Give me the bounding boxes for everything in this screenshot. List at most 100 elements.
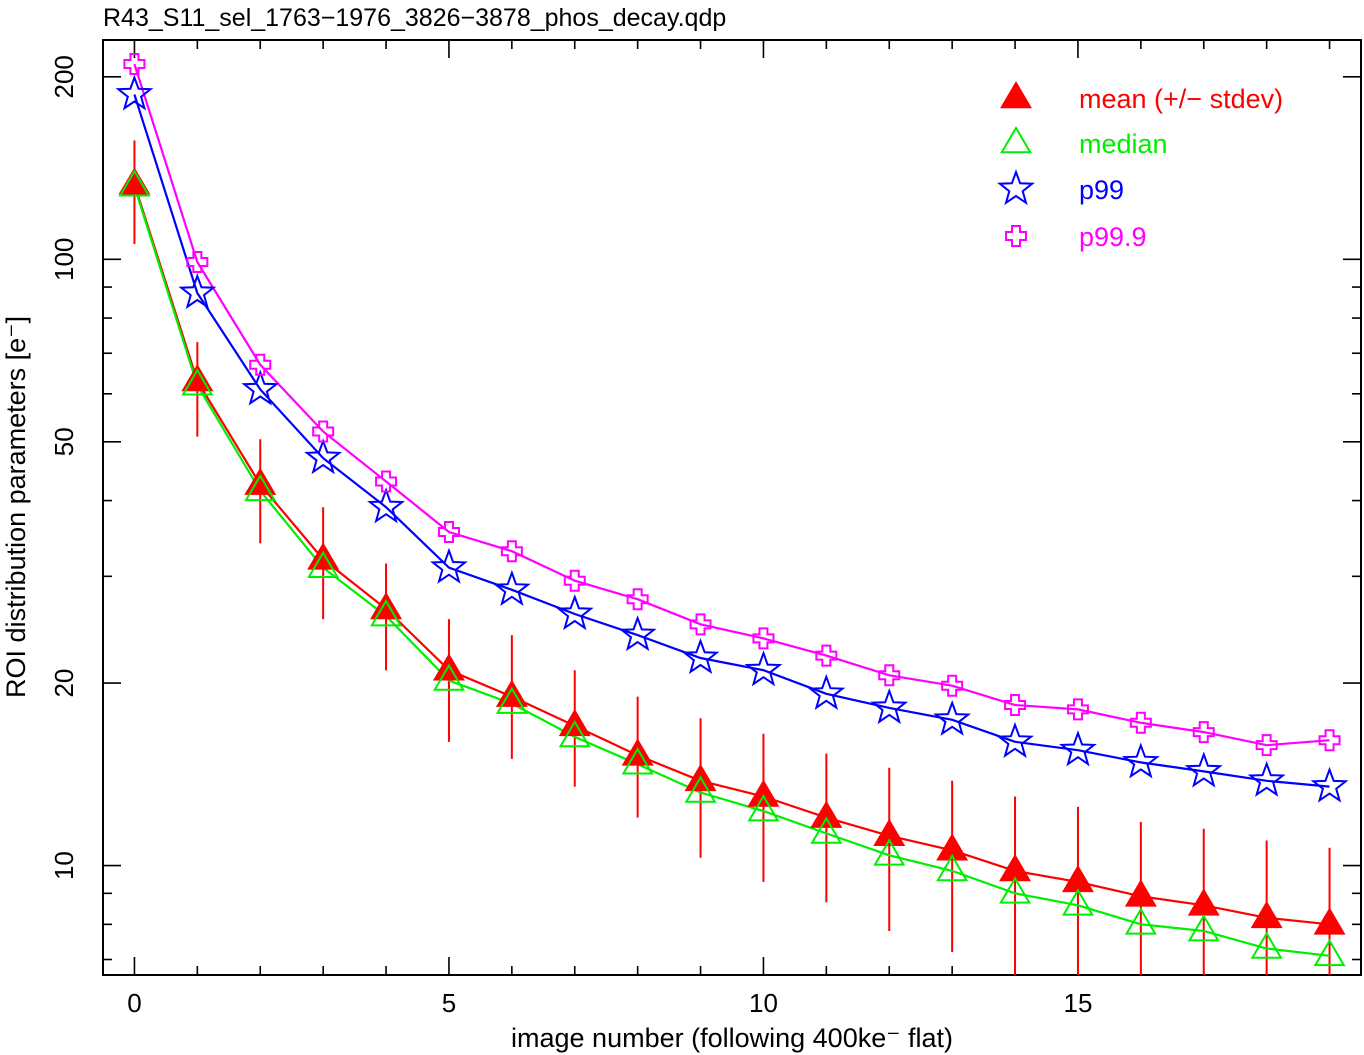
data-point [558, 719, 591, 748]
series-line [133, 63, 1330, 747]
y-tick-label: 50 [49, 427, 79, 456]
data-point [936, 853, 969, 882]
legend-entry: p99.9 [1005, 222, 1147, 252]
plot-frame [102, 39, 1362, 976]
data-point [933, 699, 972, 736]
data-point [689, 613, 712, 636]
legend-label: median [1079, 129, 1168, 159]
data-point [870, 687, 909, 725]
data-point [1255, 734, 1278, 757]
legend: mean (+/− stdev) median p99 p99.9 [997, 81, 1283, 252]
data-point [1318, 729, 1341, 752]
data-point [1250, 931, 1283, 959]
data-point [563, 569, 586, 592]
x-tick-label: 15 [1063, 988, 1092, 1018]
data-point [1187, 888, 1220, 916]
legend-marker [1000, 126, 1032, 154]
data-point [1121, 742, 1160, 779]
series-2 [133, 94, 1330, 788]
data-point [621, 747, 654, 775]
y-axis-label: ROI distribution parameters [e⁻] [1, 316, 31, 698]
data-point [878, 664, 901, 687]
data-point [492, 569, 531, 606]
data-point [500, 540, 523, 563]
y-tick-label: 20 [49, 669, 79, 698]
data-point [873, 818, 906, 847]
data-point [1059, 730, 1097, 767]
data-point [118, 169, 151, 197]
data-point [1124, 879, 1157, 907]
data-point [936, 833, 969, 861]
data-point [495, 686, 528, 714]
y-tick-label: 100 [49, 238, 79, 281]
axis-tick-labels: 0 5 10 15 10 20 50 100 200 [49, 55, 1092, 1018]
chart-title: R43_S11_sel_1763−1976_3826−3878_phos_dec… [103, 4, 726, 32]
data-point [367, 487, 405, 524]
y-tick-label: 10 [49, 851, 79, 880]
data-point [752, 627, 775, 650]
legend-label: p99 [1079, 175, 1124, 205]
data-point [437, 520, 460, 543]
series-3 [133, 63, 1330, 747]
data-point [807, 673, 846, 710]
data-point [1124, 907, 1157, 935]
data-point [1250, 900, 1283, 929]
data-point [249, 353, 272, 376]
data-point [747, 779, 780, 807]
series-markers-0 [118, 167, 1346, 935]
data-point [186, 250, 209, 273]
series-line [133, 183, 1330, 926]
axis-ticks [103, 40, 1361, 975]
series-layer [115, 52, 1349, 975]
data-point [1310, 766, 1349, 803]
legend-entry: p99 [997, 169, 1124, 206]
data-point [684, 775, 717, 803]
data-point [178, 273, 217, 310]
data-point [495, 679, 528, 707]
data-point [941, 674, 964, 697]
data-point [1061, 888, 1094, 916]
x-axis-label: image number (following 400ke⁻ flat) [511, 1023, 953, 1053]
data-point [621, 738, 654, 766]
data-point [304, 438, 343, 475]
x-tick-label: 0 [127, 988, 141, 1018]
data-point [430, 547, 468, 584]
data-point [1313, 907, 1346, 935]
legend-label: mean (+/− stdev) [1079, 84, 1283, 114]
data-point [241, 369, 280, 406]
data-point [375, 470, 398, 493]
legend-marker [997, 169, 1035, 206]
data-point [815, 644, 838, 667]
data-point [432, 663, 465, 691]
data-point [996, 721, 1034, 758]
data-point [115, 74, 154, 111]
data-point [312, 420, 335, 443]
data-point [1247, 760, 1286, 797]
series-line [133, 185, 1330, 957]
data-point [999, 876, 1032, 904]
series-1 [133, 185, 1330, 957]
series-line [133, 94, 1330, 788]
legend-entry: median [1000, 126, 1168, 159]
data-point [618, 615, 657, 652]
series-markers-3 [123, 52, 1341, 757]
data-point [370, 592, 403, 620]
data-point [681, 638, 720, 675]
series-markers-2 [115, 74, 1349, 803]
series-markers-1 [118, 169, 1346, 967]
legend-marker [1005, 225, 1027, 247]
data-point [1129, 711, 1152, 734]
x-tick-label: 10 [749, 988, 778, 1018]
data-point [747, 794, 780, 822]
legend-label: p99.9 [1079, 222, 1147, 252]
data-point [1004, 694, 1027, 717]
data-point [810, 800, 843, 828]
data-point [1313, 938, 1346, 967]
y-tick-label: 200 [49, 55, 79, 98]
legend-entry: mean (+/− stdev) [1000, 81, 1283, 114]
data-point [370, 599, 403, 627]
data-point [307, 542, 340, 570]
data-point [555, 594, 594, 631]
data-point [307, 550, 340, 578]
